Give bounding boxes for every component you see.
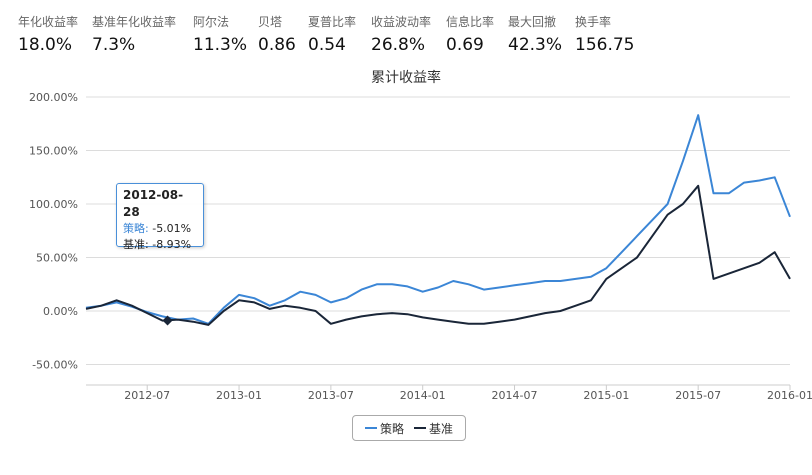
x-tick-label: 2014-07 xyxy=(492,389,538,402)
legend-item-strategy[interactable]: 策略 xyxy=(364,420,404,437)
stats-bar: 年化收益率 18.0% 基准年化收益率 7.3% 阿尔法 11.3% 贝塔 0.86 夏普比率 0… xyxy=(0,0,812,60)
tooltip-date: 2012-08-28 xyxy=(123,188,184,219)
stat-value: 11.3% xyxy=(193,35,248,55)
stat-value: 0.54 xyxy=(308,35,346,55)
stat-value: 18.0% xyxy=(18,35,73,55)
stat-value: 0.69 xyxy=(446,35,484,55)
tooltip-strategy-label: 策略: xyxy=(123,222,149,235)
series-line-benchmark xyxy=(85,184,791,326)
tooltip-strategy-row: 策略: -5.01% xyxy=(123,221,197,237)
y-tick-label: -50.00% xyxy=(32,359,78,372)
y-tick-label: 100.00% xyxy=(29,198,78,211)
x-tick-label: 2014-01 xyxy=(400,389,446,402)
y-tick-label: 0.00% xyxy=(43,305,78,318)
x-tick-label: 2015-07 xyxy=(675,389,721,402)
stat-value: 42.3% xyxy=(508,35,563,55)
stat-value: 7.3% xyxy=(92,35,136,55)
y-tick-label: 50.00% xyxy=(36,252,78,265)
y-tick-label: 200.00% xyxy=(29,91,78,104)
x-tick-label: 2012-07 xyxy=(124,389,170,402)
stat-4: 夏普比率 0.54 xyxy=(308,14,356,56)
series-line-strategy xyxy=(85,114,791,325)
x-tick-label: 2016-01 xyxy=(767,389,812,402)
legend-label-benchmark: 基准 xyxy=(429,421,454,436)
tooltip-strategy-value: -5.01% xyxy=(152,222,192,235)
stat-1: 基准年化收益率 7.3% xyxy=(92,14,176,56)
stat-6: 信息比率 0.69 xyxy=(446,14,494,56)
x-tick-label: 2013-01 xyxy=(216,389,262,402)
chart-legend[interactable]: 策略 基准 xyxy=(352,415,466,441)
tooltip: 2012-08-28 策略: -5.01% 基准: -8.93% xyxy=(116,183,204,251)
tooltip-benchmark-row: 基准: -8.93% xyxy=(123,237,197,253)
stat-label: 夏普比率 xyxy=(308,15,357,29)
stat-label: 基准年化收益率 xyxy=(92,15,177,29)
chart-title: 累计收益率 xyxy=(371,69,441,86)
legend-label-strategy: 策略 xyxy=(379,421,404,436)
stat-label: 收益波动率 xyxy=(371,15,432,29)
hover-point-marker xyxy=(162,315,173,326)
cumulative-return-chart: 累计收益率 200.00% 150.00% 100.00% 50.00% 0.00% -5… xyxy=(29,69,812,402)
stat-7: 最大回撤 42.3% xyxy=(508,14,562,56)
y-tick-label: 150.00% xyxy=(29,145,78,158)
stat-3: 贝塔 0.86 xyxy=(258,14,296,56)
legend-item-benchmark[interactable]: 基准 xyxy=(414,420,453,437)
legend-swatch-strategy xyxy=(364,427,377,429)
stat-value: 156.75 xyxy=(575,35,635,55)
legend-swatch-benchmark xyxy=(414,427,426,429)
stat-8: 换手率 156.75 xyxy=(575,14,634,56)
stat-label: 阿尔法 xyxy=(193,15,230,29)
stat-value: 26.8% xyxy=(371,35,426,55)
stat-label: 贝塔 xyxy=(258,15,283,29)
stat-label: 最大回撤 xyxy=(508,15,557,29)
stat-2: 阿尔法 11.3% xyxy=(193,14,247,56)
stat-label: 信息比率 xyxy=(446,15,495,29)
tooltip-benchmark-label: 基准: xyxy=(123,238,149,251)
stat-value: 0.86 xyxy=(258,35,296,55)
x-tick-label: 2013-07 xyxy=(308,389,354,402)
stat-label: 年化收益率 xyxy=(18,15,79,29)
stat-5: 收益波动率 26.8% xyxy=(371,14,431,56)
stat-0: 年化收益率 18.0% xyxy=(18,14,78,56)
tooltip-benchmark-value: -8.93% xyxy=(152,238,192,251)
x-tick-label: 2015-01 xyxy=(583,389,629,402)
stat-label: 换手率 xyxy=(575,15,612,29)
